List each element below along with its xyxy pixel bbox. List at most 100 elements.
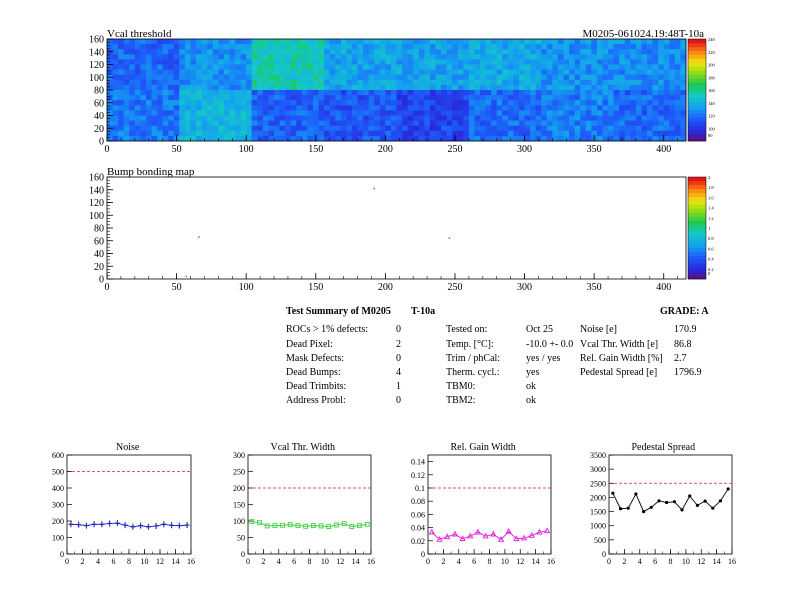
pixel-cell (390, 110, 397, 116)
pixel-cell (530, 135, 536, 142)
pixel-cell (418, 125, 425, 132)
pixel-cell (357, 90, 364, 96)
pixel-cell (669, 69, 676, 75)
pixel-cell (647, 90, 653, 96)
pixel-cell (340, 79, 347, 86)
pixel-cell (596, 74, 603, 81)
pixel-cell (474, 79, 481, 86)
summary-label: TBM2: (446, 395, 476, 406)
pixel-cell (251, 44, 258, 50)
pixel-cell (307, 100, 314, 106)
x-tick-label: 400 (656, 282, 671, 293)
x-tick-label: 12 (516, 557, 524, 566)
pixel-cell (318, 84, 325, 91)
pixel-cell (485, 110, 492, 116)
pixel-cell (574, 110, 581, 116)
pixel-cell (346, 95, 353, 101)
pixel-cell (268, 64, 275, 70)
pixel-cell (474, 64, 481, 70)
pixel-cell (363, 120, 369, 126)
pixel-cell (223, 105, 230, 111)
pixel-cell (647, 110, 653, 116)
pixel-cell (596, 90, 603, 96)
pixel-cell (129, 39, 136, 45)
pixel-cell (218, 130, 225, 137)
pixel-cell (190, 39, 197, 45)
y-tick-label: 40 (94, 111, 104, 122)
pixel-cell (179, 49, 186, 55)
pixel-cell (457, 110, 464, 116)
pixel-cell (223, 79, 230, 86)
pixel-cell (145, 69, 152, 75)
pixel-cell (452, 90, 459, 96)
pixel-cell (496, 110, 503, 116)
pixel-cell (591, 79, 598, 86)
pixel-cell (363, 79, 369, 86)
x-tick-label: 8 (308, 557, 312, 566)
pixel-cell (563, 69, 570, 75)
pixel-cell (591, 120, 598, 126)
pixel-cell (608, 44, 614, 50)
pixel-cell (513, 39, 520, 45)
pixel-cell (602, 95, 609, 101)
pixel-cell (613, 125, 620, 132)
pixel-cell (274, 125, 280, 132)
pixel-cell (385, 44, 392, 50)
pixel-cell (569, 44, 575, 50)
pixel-cell (418, 115, 425, 121)
pixel-cell (123, 49, 130, 55)
summary-label: Therm. cycl.: (446, 367, 500, 378)
pixel-cell (658, 39, 665, 45)
pixel-cell (435, 44, 442, 50)
pixel-cell (129, 59, 136, 65)
pixel-cell (413, 74, 420, 81)
pixel-cell (257, 39, 264, 45)
pixel-cell (312, 59, 319, 65)
pixel-cell (390, 105, 397, 111)
pixel-cell (457, 49, 464, 55)
plot-frame (427, 454, 552, 555)
pixel-cell (491, 64, 498, 70)
pixel-cell (546, 79, 553, 86)
pixel-cell (518, 39, 525, 45)
pixel-cell (546, 84, 553, 91)
pixel-cell (285, 49, 292, 55)
pixel-cell (513, 95, 520, 101)
pixel-cell (585, 49, 592, 55)
pixel-cell (246, 135, 253, 142)
pixel-cell (301, 105, 308, 111)
pixel-cell (251, 95, 258, 101)
pixel-cell (624, 74, 631, 81)
pixel-cell (235, 44, 241, 50)
pixel-cell (524, 59, 531, 65)
pixel-cell (435, 130, 442, 137)
pixel-cell (580, 79, 587, 86)
x-tick-label: 2 (441, 557, 445, 566)
pixel-cell (390, 95, 397, 101)
pixel-cell (145, 115, 152, 121)
pixel-cell (229, 59, 236, 65)
pixel-cell (118, 84, 125, 91)
pixel-cell (468, 105, 475, 111)
pixel-cell (374, 64, 381, 70)
pixel-cell (274, 69, 280, 75)
pixel-cell (379, 125, 386, 132)
summary-title: Test Summary of M0205 (286, 306, 391, 317)
pixel-cell (201, 105, 208, 111)
x-tick-label: 350 (587, 144, 602, 155)
pixel-cell (468, 100, 475, 106)
pixel-cell (223, 95, 230, 101)
y-tick-label: 20 (94, 262, 104, 273)
pixel-cell (329, 95, 336, 101)
pixel-cell (201, 110, 208, 116)
pixel-cell (480, 100, 486, 106)
pixel-cell (641, 125, 648, 132)
pixel-cell (541, 100, 548, 106)
pixel-cell (290, 90, 297, 96)
pixel-cell (212, 79, 219, 86)
pixel-cell (457, 74, 464, 81)
pixel-cell (346, 74, 353, 81)
pixel-cell (129, 95, 136, 101)
pixel-cell (157, 120, 163, 126)
pixel-cell (507, 49, 514, 55)
